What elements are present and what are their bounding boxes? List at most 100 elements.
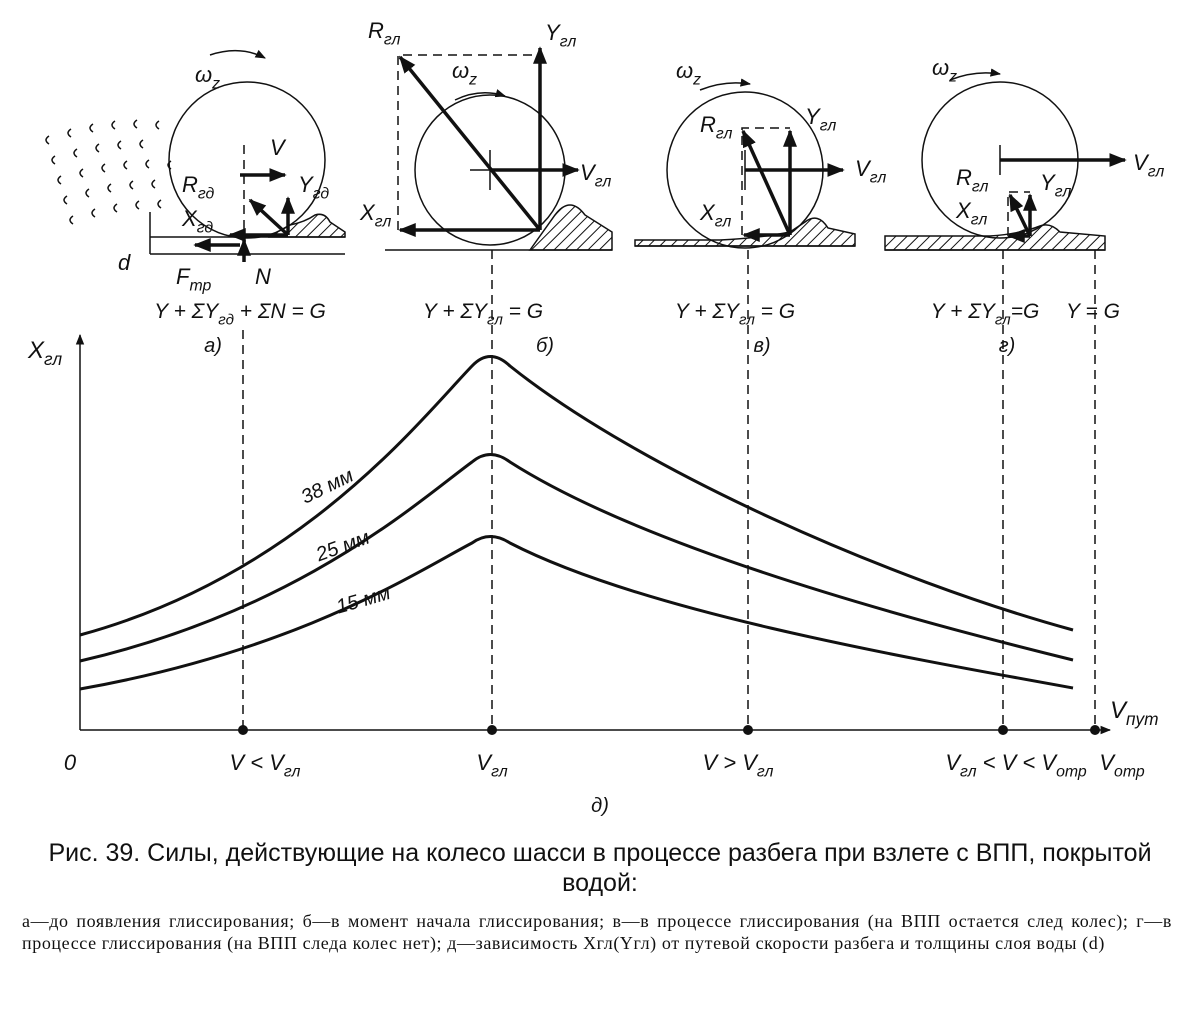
label-part: d bbox=[118, 250, 131, 275]
label-part: X bbox=[699, 200, 716, 225]
origin-label: 0 bbox=[64, 750, 77, 775]
panel-c bbox=[634, 78, 856, 249]
subscript: гл bbox=[375, 214, 392, 231]
subscript: гл bbox=[595, 174, 612, 191]
subscript: гл bbox=[972, 179, 989, 196]
x-mark-label: V > Vгл bbox=[703, 750, 774, 781]
panel-a bbox=[45, 49, 346, 262]
subscript: z bbox=[468, 72, 477, 89]
label-part: V bbox=[855, 156, 872, 181]
label-part: X bbox=[359, 200, 376, 225]
subscript: гл bbox=[716, 126, 733, 143]
force-label: Rгд bbox=[182, 172, 215, 203]
label-part: ω bbox=[676, 58, 693, 83]
label-part: V < V bbox=[230, 750, 287, 775]
subscript: гл bbox=[284, 764, 301, 781]
spray-mark bbox=[79, 168, 84, 178]
label-part: R bbox=[368, 18, 384, 43]
label-part: R bbox=[182, 172, 198, 197]
spray-mark bbox=[69, 215, 74, 225]
graph bbox=[75, 250, 1112, 735]
force-label: ωz bbox=[452, 58, 477, 89]
caption-title: Рис. 39. Силы, действующие на колесо шас… bbox=[48, 839, 1152, 897]
label-part: Y bbox=[298, 172, 314, 197]
panel-label: б) bbox=[536, 335, 554, 357]
label-part: Y + ΣY bbox=[423, 300, 489, 323]
label-part: =G bbox=[1011, 300, 1040, 323]
subscript: гл bbox=[1148, 164, 1165, 181]
subscript: отр bbox=[1056, 764, 1087, 781]
label-part: = G bbox=[755, 300, 795, 323]
label-part: < V < V bbox=[977, 750, 1059, 775]
y-axis-label: Xгл bbox=[27, 337, 62, 369]
panel-b bbox=[385, 46, 613, 251]
label-part: X bbox=[27, 337, 45, 364]
label-part: V bbox=[945, 750, 962, 775]
label-part: R bbox=[700, 112, 716, 137]
label-part: Y bbox=[1040, 170, 1056, 195]
label-part: R bbox=[956, 165, 972, 190]
spray-mark bbox=[45, 135, 50, 145]
force-label: Rгл bbox=[700, 112, 733, 143]
label-part: V bbox=[476, 750, 493, 775]
force-label: Xгл bbox=[359, 200, 391, 231]
force-label: Vгл bbox=[580, 160, 611, 191]
label-part: Y + ΣY bbox=[931, 300, 997, 323]
spray-mark bbox=[129, 180, 134, 190]
label-part: V bbox=[1110, 697, 1128, 724]
spray-mark bbox=[89, 123, 94, 133]
label-part: + ΣN = G bbox=[234, 300, 326, 323]
spray-mark bbox=[167, 160, 172, 170]
force-label: N bbox=[255, 264, 271, 289]
label-part: V bbox=[580, 160, 597, 185]
force-label: Xгл bbox=[699, 200, 731, 231]
subscript: гл bbox=[560, 34, 577, 51]
label-part: Y bbox=[805, 104, 821, 129]
panel-label: в) bbox=[753, 335, 770, 357]
force-label: Vгл bbox=[855, 156, 886, 187]
curve-label: 25 мм bbox=[312, 526, 373, 566]
subscript: гл bbox=[1055, 184, 1072, 201]
force-label: ωz bbox=[676, 58, 701, 89]
panel-d bbox=[884, 68, 1127, 251]
force-label: ωz bbox=[195, 62, 220, 93]
spray-mark bbox=[135, 200, 140, 210]
label-part: Y + ΣY bbox=[154, 300, 220, 323]
spray-mark bbox=[51, 155, 56, 165]
force-label: Rгл bbox=[956, 165, 989, 196]
force-label: Xгд bbox=[181, 206, 213, 237]
caption-legend: а—до появления глиссирования; б—в момент… bbox=[22, 911, 1172, 953]
equation: Y + ΣYгл = G bbox=[675, 300, 795, 328]
subscript: гл bbox=[487, 311, 503, 328]
subscript: гл bbox=[971, 212, 988, 229]
subscript: пут bbox=[1126, 709, 1159, 729]
subscript: гл bbox=[870, 170, 887, 187]
spray-mark bbox=[157, 199, 162, 209]
spray-mark bbox=[117, 140, 122, 150]
label-part: X bbox=[181, 206, 198, 231]
label-part: V > V bbox=[703, 750, 760, 775]
label-part: V bbox=[1133, 150, 1150, 175]
x-mark-label: Vотр bbox=[1099, 750, 1144, 781]
label-part: V bbox=[1099, 750, 1116, 775]
curve-label: 15 мм bbox=[334, 582, 393, 618]
spray-mark bbox=[151, 179, 156, 189]
subscript: z bbox=[211, 76, 220, 93]
spray-mark bbox=[101, 163, 106, 173]
equation: Y + ΣYгд + ΣN = G bbox=[154, 300, 326, 328]
force-label: Fтр bbox=[176, 264, 211, 295]
subscript: гд bbox=[197, 220, 214, 237]
label-part: = G bbox=[503, 300, 543, 323]
spray-mark bbox=[123, 160, 128, 170]
subscript: тр bbox=[189, 278, 211, 295]
force-label: Yгд bbox=[298, 172, 329, 203]
label-part: N bbox=[255, 264, 271, 289]
subscript: отр bbox=[1114, 764, 1145, 781]
equation: Y + ΣYгл=G bbox=[931, 300, 1040, 328]
spray-mark bbox=[57, 175, 62, 185]
x-mark-label: V < Vгл bbox=[230, 750, 301, 781]
spray-mark bbox=[111, 120, 116, 130]
force-label: Xгл bbox=[955, 198, 987, 229]
